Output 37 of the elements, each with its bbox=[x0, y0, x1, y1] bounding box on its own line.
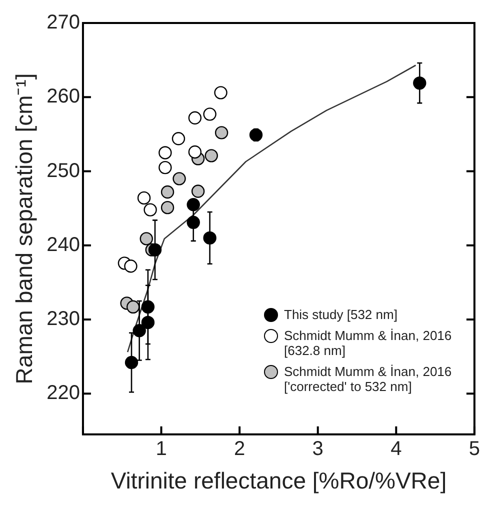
point bbox=[126, 300, 140, 314]
point bbox=[191, 184, 205, 198]
point bbox=[124, 260, 138, 273]
legend-label: This study [532 nm] bbox=[284, 307, 398, 322]
point bbox=[214, 126, 228, 140]
point bbox=[137, 191, 151, 205]
y-tick-label: 220 bbox=[46, 382, 80, 404]
point bbox=[148, 243, 162, 256]
point bbox=[141, 300, 155, 314]
x-tick-label: 1 bbox=[156, 438, 167, 460]
point bbox=[172, 132, 186, 146]
y-tick-label: 250 bbox=[46, 160, 80, 182]
point bbox=[158, 146, 172, 160]
point bbox=[160, 200, 174, 214]
y-tick-label: 260 bbox=[46, 86, 80, 108]
x-tick-label: 3 bbox=[312, 438, 324, 460]
point bbox=[188, 145, 202, 159]
x-tick-label: 4 bbox=[390, 438, 402, 460]
point bbox=[160, 185, 174, 199]
point bbox=[144, 203, 157, 216]
point bbox=[204, 149, 218, 162]
legend-label: Schmidt Mumm & İnan, 2016 [632.8 nm] bbox=[284, 328, 453, 358]
x-tick-label: 2 bbox=[234, 438, 246, 460]
point bbox=[203, 108, 216, 121]
point bbox=[140, 232, 153, 246]
x-axis-title: Vitrinite reflectance [%Ro/%VRe] bbox=[110, 468, 447, 494]
legend-label: Schmidt Mumm & İnan, 2016 ['corrected' to 532 nm] bbox=[284, 364, 453, 394]
point bbox=[158, 160, 172, 174]
y-axis-title: Raman band separation [cm⁻¹] bbox=[11, 73, 38, 384]
point bbox=[214, 86, 228, 100]
y-tick-label: 270 bbox=[46, 12, 80, 34]
y-tick-label: 230 bbox=[46, 308, 80, 330]
point bbox=[141, 316, 155, 330]
point bbox=[188, 111, 202, 124]
x-tick-label: 5 bbox=[468, 438, 480, 460]
point bbox=[172, 172, 186, 186]
y-tick-label: 240 bbox=[46, 234, 80, 256]
